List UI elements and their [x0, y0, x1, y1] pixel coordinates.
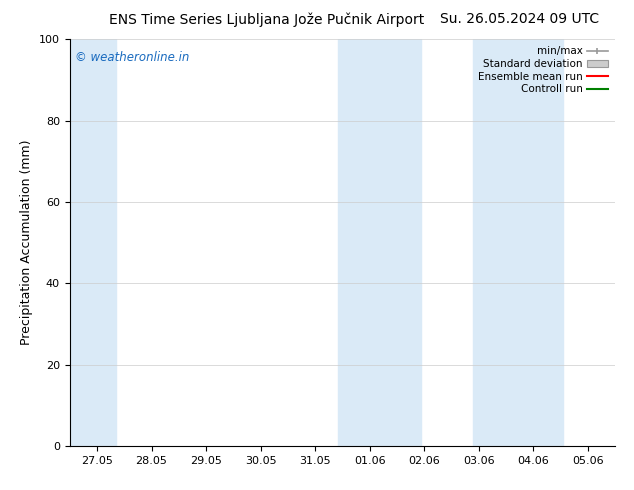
Bar: [70, 39, 116, 446]
Legend: min/max, Standard deviation, Ensemble mean run, Controll run: min/max, Standard deviation, Ensemble me…: [476, 45, 610, 97]
Text: Su. 26.05.2024 09 UTC: Su. 26.05.2024 09 UTC: [441, 12, 599, 26]
Y-axis label: Precipitation Accumulation (mm): Precipitation Accumulation (mm): [20, 140, 34, 345]
Bar: [338, 39, 422, 446]
Text: ENS Time Series Ljubljana Jože Pučnik Airport: ENS Time Series Ljubljana Jože Pučnik Ai…: [108, 12, 424, 27]
Bar: [473, 39, 563, 446]
Text: © weatheronline.in: © weatheronline.in: [75, 51, 190, 64]
